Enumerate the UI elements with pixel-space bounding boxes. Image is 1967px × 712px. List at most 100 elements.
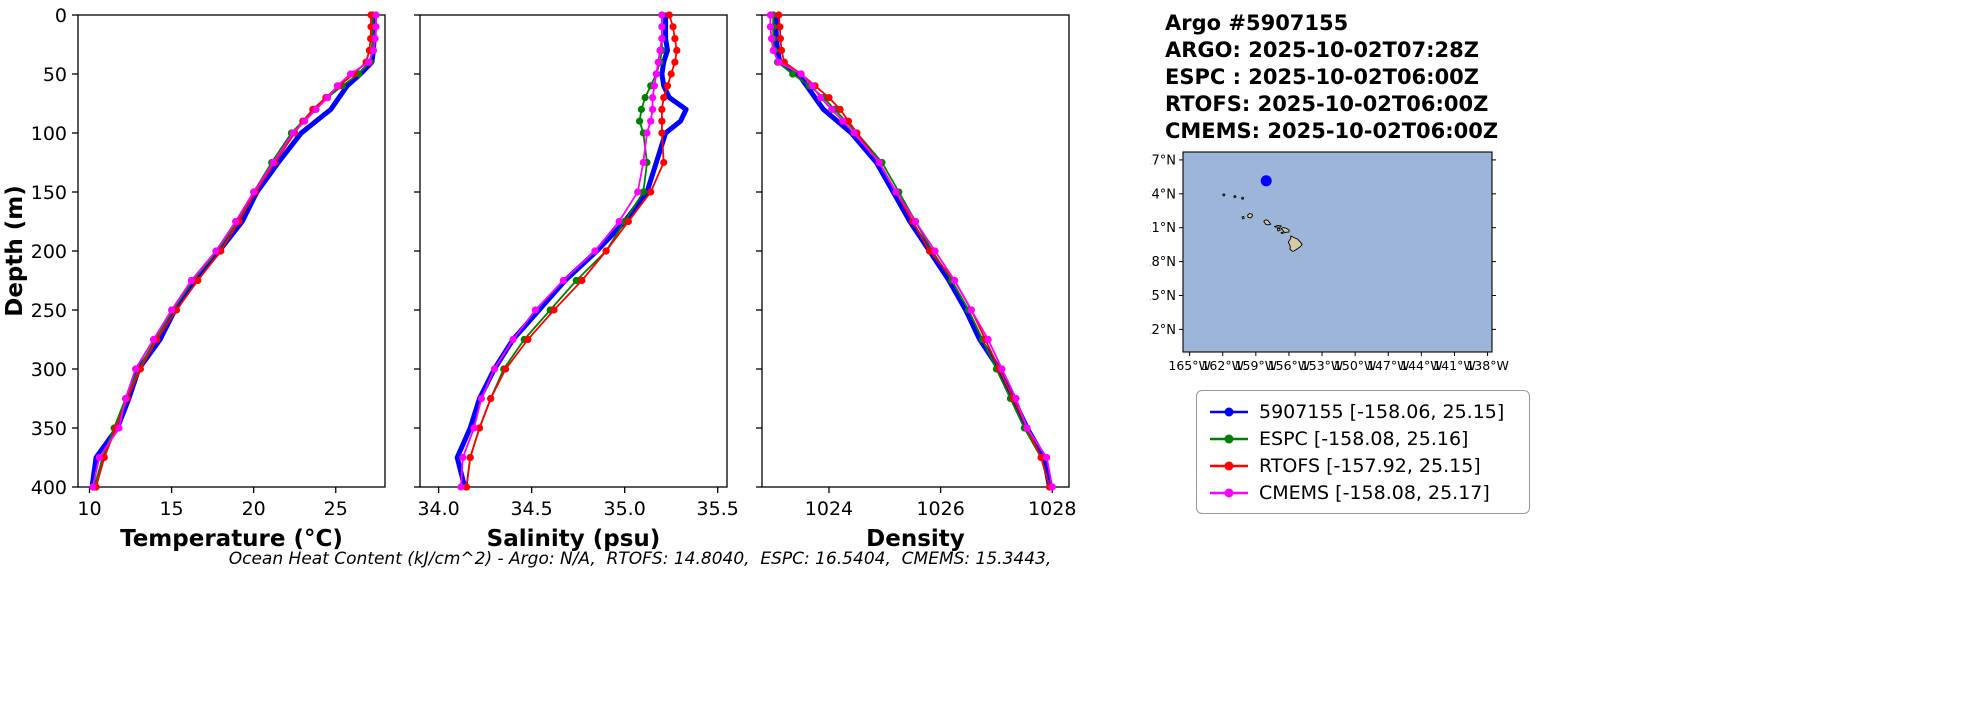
map-ocean (1182, 151, 1493, 353)
legend-label-rtofs: RTOFS [-157.92, 25.15] (1259, 454, 1481, 477)
CMEMS-marker (766, 23, 775, 31)
CMEMS-marker (371, 35, 379, 43)
CMEMS-marker (769, 46, 777, 55)
CMEMS-marker (658, 23, 666, 31)
CMEMS-marker (984, 335, 992, 344)
RTOFS-marker (624, 217, 633, 226)
CMEMS-marker (649, 94, 657, 102)
y-tick-label: 250 (31, 300, 67, 322)
RTOFS-marker (673, 46, 681, 55)
axes-frame (419, 14, 728, 488)
RTOFS-marker (367, 23, 375, 31)
location-map: 27°N24°N21°N18°N15°N12°N165°W162°W159°W1… (1150, 151, 1509, 373)
rtofs-timestamp: RTOFS: 2025-10-02T06:00Z (1165, 92, 1489, 116)
CMEMS-marker (115, 424, 123, 432)
RTOFS-marker (663, 82, 672, 90)
map-lon-label: 159°W (1235, 358, 1277, 373)
CMEMS-marker (766, 11, 775, 19)
CMEMS-marker (149, 335, 158, 344)
legend-item-argo: 5907155 [-158.06, 25.15] (1207, 398, 1519, 425)
CMEMS-marker (301, 117, 309, 125)
CMEMS-marker (656, 46, 664, 55)
CMEMS-marker (875, 158, 883, 167)
legend-item-espc: ESPC [-158.08, 25.16] (1207, 425, 1519, 452)
panel-2: 1024 1026 1028 Density (756, 11, 1076, 552)
CMEMS-marker (459, 453, 467, 462)
ESPC-marker (636, 117, 644, 125)
CMEMS-marker (639, 158, 647, 167)
RTOFS-marker (647, 188, 655, 196)
y-tick-label: 150 (31, 182, 67, 204)
ocean-heat-content-caption: Ocean Heat Content (kJ/cm^2) - Argo: N/A… (228, 549, 1052, 569)
island-lanai (1276, 227, 1281, 232)
CMEMS-marker (1023, 424, 1031, 432)
island-kahoolawe (1280, 231, 1284, 235)
CMEMS-marker (372, 23, 380, 31)
CMEMS-marker (1012, 394, 1020, 403)
legend-label-espc: ESPC [-158.08, 25.16] (1259, 427, 1469, 450)
legend-line-rtofs (1210, 461, 1248, 470)
y-tick-label: 100 (31, 123, 67, 145)
CMEMS-marker (658, 11, 666, 19)
ESPC-marker (789, 70, 797, 78)
RTOFS-marker (475, 424, 484, 432)
RTOFS-marker (462, 483, 471, 491)
CMEMS-marker (559, 276, 567, 285)
map-lon-label: 138°W (1466, 358, 1508, 373)
CMEMS-marker (892, 188, 900, 196)
CMEMS-marker (457, 483, 465, 491)
RTOFS-profile-line (95, 14, 372, 488)
RTOFS-marker (658, 105, 666, 113)
ESPC-profile-line (93, 14, 374, 488)
CMEMS-marker (168, 306, 176, 314)
islet-dot (1222, 193, 1226, 197)
CMEMS-marker (323, 94, 332, 102)
CMEMS-marker (658, 35, 666, 43)
legend-line-argo (1210, 407, 1248, 416)
cmems-timestamp: CMEMS: 2025-10-02T06:00Z (1165, 119, 1499, 143)
island-molokai (1273, 224, 1282, 228)
RTOFS-marker (660, 94, 668, 102)
CMEMS-marker (591, 247, 599, 255)
map-lon-label: 156°W (1268, 358, 1310, 373)
y-tick-label: 50 (43, 64, 67, 86)
ESPC-marker (641, 94, 649, 102)
RTOFS-marker (487, 394, 495, 403)
CMEMS-marker (911, 217, 920, 226)
RTOFS-marker (578, 276, 586, 285)
CMEMS-marker (1043, 453, 1051, 462)
y-tick-label: 300 (31, 359, 67, 381)
CMEMS-marker (967, 306, 975, 314)
map-lon-label: 162°W (1201, 358, 1243, 373)
CMEMS-marker (470, 424, 478, 432)
espc-timestamp: ESPC : 2025-10-02T06:00Z (1165, 65, 1480, 89)
CMEMS-marker (652, 70, 660, 78)
panel-0: 10 15 20 25050100150200250300350400Temperat… (31, 5, 386, 552)
CMEMS-marker (187, 276, 195, 285)
panel-1: 34.0 34.5 35.0 35.5 Salinity (psu) (414, 11, 739, 552)
CMEMS-marker (346, 70, 355, 78)
island-kauai (1247, 213, 1253, 219)
map-lat-label: 24°N (1150, 187, 1176, 202)
argo-timestamp: ARGO: 2025-10-02T07:28Z (1165, 38, 1479, 62)
ESPC-marker (639, 188, 647, 196)
island-hawaii-big-island (1287, 235, 1303, 252)
RTOFS-marker (658, 129, 666, 137)
map-lon-label: 165°W (1168, 358, 1210, 373)
RTOFS-marker (836, 105, 844, 113)
CMEMS-marker (490, 365, 498, 373)
legend: 5907155 [-158.06, 25.15] ESPC [-158.08, … (1196, 390, 1530, 514)
RTOFS-marker (775, 11, 783, 19)
x-tick-label: 15 (159, 498, 183, 520)
CMEMS-profile-line (459, 14, 663, 488)
CMEMS-marker (828, 105, 836, 113)
RTOFS-marker (776, 35, 785, 43)
y-tick-label: 0 (55, 5, 67, 27)
CMEMS-marker (232, 217, 240, 226)
CMEMS-marker (250, 188, 258, 196)
island-oahu (1263, 219, 1272, 226)
CMEMS-marker (131, 365, 140, 373)
map-lon-label: 150°W (1334, 358, 1376, 373)
RTOFS-marker (669, 23, 677, 31)
CMEMS-marker (333, 82, 341, 90)
